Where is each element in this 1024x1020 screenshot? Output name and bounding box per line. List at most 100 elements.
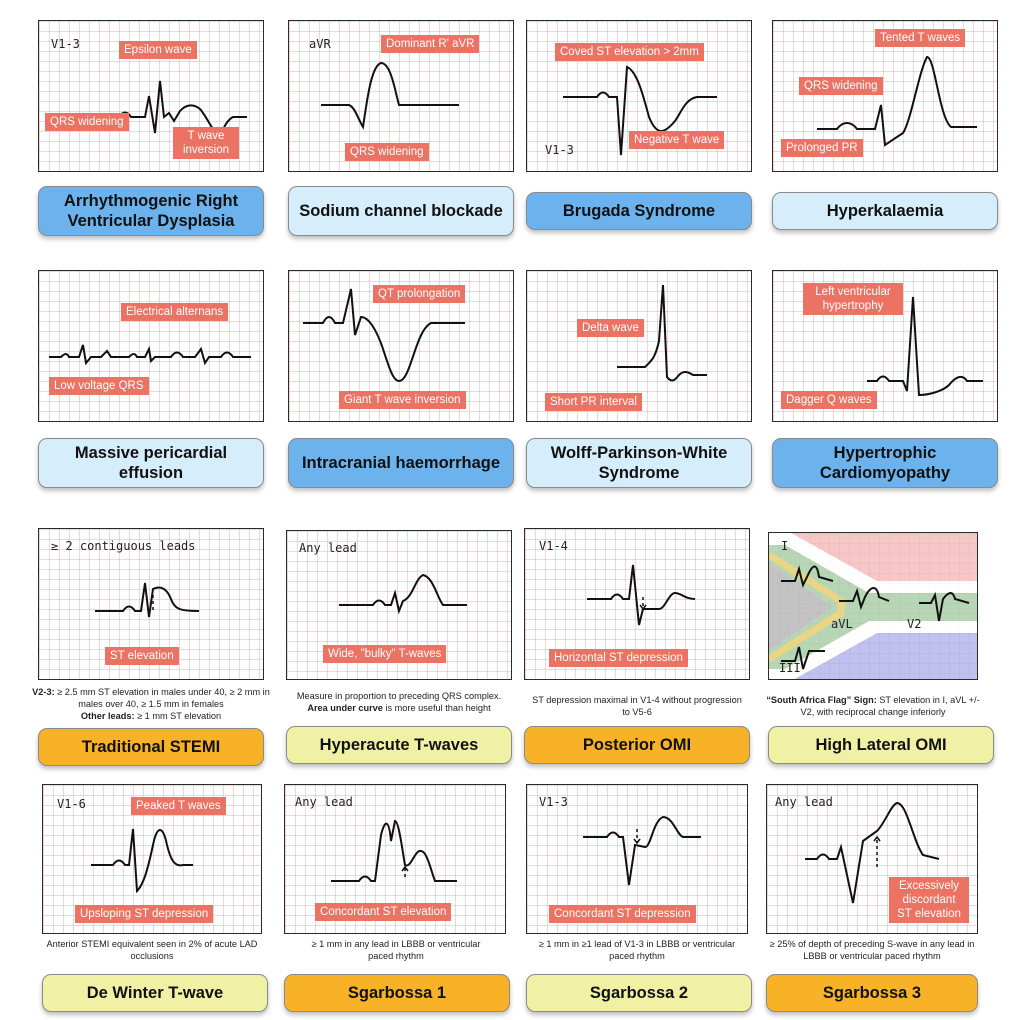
annotation-left-ventricular-hypertrophy: Left ventricular hypertrophy [803,283,903,315]
annotation-giant-t-wave-inversion: Giant T wave inversion [339,391,466,409]
ecg-panel: Any lead Concordant ST elevation [284,784,506,934]
note-text: ≥ 25% of depth of preceding S-wave in an… [769,939,975,961]
condition-title: Traditional STEMI [38,728,264,766]
lead-label: ≥ 2 contiguous leads [51,539,196,553]
condition-title: Hypertrophic Cardiomyopathy [772,438,998,488]
lead-label-avl: aVL [831,617,853,631]
condition-title: Intracranial haemorrhage [288,438,514,488]
condition-title: High Lateral OMI [768,726,994,764]
ecg-trace [49,344,251,366]
annotation-coved-st-elevation: Coved ST elevation > 2mm [555,43,704,61]
lead-label: V1-3 [51,37,80,51]
condition-title: Hyperacute T-waves [286,726,512,764]
ecg-trace [587,564,696,626]
lead-label-i: I [781,539,789,553]
ecg-trace [867,296,983,397]
ecg-panel: Any lead Excessively discordant ST eleva… [766,784,978,934]
annotation-low-voltage-qrs: Low voltage QRS [49,377,149,395]
annotation-electrical-alternans: Electrical alternans [121,303,229,321]
annotation-peaked-t-waves: Peaked T waves [131,797,226,815]
ecg-panel: I aVL V2 III [768,532,978,680]
ecg-panel: QT prolongation Giant T wave inversion [288,270,514,422]
annotation-delta-wave: Delta wave [577,319,644,337]
annotation-epsilon-wave: Epsilon wave [119,41,197,59]
south-africa-flag-illustration [769,533,977,679]
condition-title: Posterior OMI [524,726,750,764]
annotation-wide-bulky-t-waves: Wide, "bulky" T-waves [323,645,447,663]
annotation-qrs-widening: QRS widening [345,143,429,161]
criteria-note: “South Africa Flag” Sign: ST elevation i… [760,694,986,718]
ecg-trace [303,288,465,383]
ecg-panel: V1-6 Peaked T waves Upsloping ST depress… [42,784,262,934]
criteria-note: ST depression maximal in V1-4 without pr… [532,694,742,718]
ecg-trace [805,801,940,904]
annotation-qrs-widening: QRS widening [799,77,883,95]
annotation-upsloping-st-depression: Upsloping ST depression [75,905,214,923]
lead-label-iii: III [779,661,801,675]
annotation-dagger-q-waves: Dagger Q waves [781,391,877,409]
note-label: “South Africa Flag” Sign: [766,695,877,705]
condition-title: Brugada Syndrome [526,192,752,230]
condition-title: Sgarbossa 1 [284,974,510,1012]
note-text: ≥ 1 mm ST elevation [134,711,222,721]
annotation-concordant-st-elevation: Concordant ST elevation [315,903,452,921]
condition-title: Arrhythmogenic Right Ventricular Dysplas… [38,186,264,236]
note-label: V2-3: [32,687,55,697]
annotation-qt-prolongation: QT prolongation [373,285,466,303]
ecg-panel: ≥ 2 contiguous leads ST elevation [38,528,264,680]
lead-label: Any lead [295,795,353,809]
note-text: Anterior STEMI equivalent seen in 2% of … [46,939,258,961]
ecg-panel: V1-3 Coved ST elevation > 2mm Negative T… [526,20,752,172]
annotation-negative-t-wave: Negative T wave [629,131,725,149]
condition-title: Sgarbossa 3 [766,974,978,1012]
note-text: ≥ 1 mm in any lead in LBBB or ventricula… [311,939,481,961]
annotation-concordant-st-depression: Concordant ST depression [549,905,696,923]
ecg-trace [91,828,193,894]
lead-label: Any lead [775,795,833,809]
lead-label-v2: V2 [907,617,922,631]
ecg-trace [95,582,200,618]
note-text: ST depression maximal in V1-4 without pr… [532,695,742,717]
criteria-note: ≥ 1 mm in ≥1 lead of V1-3 in LBBB or ven… [530,938,744,962]
lead-label: V1-6 [57,797,86,811]
note-text: ≥ 1 mm in ≥1 lead of V1-3 in LBBB or ven… [538,939,736,961]
annotation-tented-t-waves: Tented T waves [875,29,966,47]
ecg-panel: aVR Dominant R' aVR QRS widening [288,20,514,172]
ecg-trace [321,61,459,130]
condition-title: De Winter T-wave [42,974,268,1012]
ecg-panel: Electrical alternans Low voltage QRS [38,270,264,422]
condition-title: Sgarbossa 2 [526,974,752,1012]
lead-label: aVR [309,37,331,51]
ecg-trace [563,65,717,156]
annotation-t-wave-inversion: T wave inversion [173,127,239,159]
condition-title: Wolff-Parkinson-White Syndrome [526,438,752,488]
criteria-note: Anterior STEMI equivalent seen in 2% of … [42,938,262,962]
note-text: ST elevation in I, aVL +/- V2, with reci… [800,695,980,717]
ecg-panel: V1-4 Horizontal ST depression [524,528,750,680]
ecg-trace [339,573,467,615]
ecg-panel: Delta wave Short PR interval [526,270,752,422]
condition-title: Sodium channel blockade [288,186,514,236]
ecg-panel: Tented T waves QRS widening Prolonged PR [772,20,998,172]
criteria-note: Measure in proportion to preceding QRS c… [272,690,526,714]
criteria-note: ≥ 1 mm in any lead in LBBB or ventricula… [308,938,484,962]
ecg-trace [331,819,457,882]
ecg-panel: V1-3 Concordant ST depression [526,784,748,934]
criteria-note: ≥ 25% of depth of preceding S-wave in an… [760,938,984,962]
criteria-note: V2-3: ≥ 2.5 mm ST elevation in males und… [24,686,278,722]
ecg-panel: V1-3 Epsilon wave QRS widening T wave in… [38,20,264,172]
note-text: Measure in proportion to preceding QRS c… [296,691,502,701]
note-text: is more useful than height [382,703,491,713]
annotation-excessively-discordant-st-elevation: Excessively discordant ST elevation [889,877,969,923]
note-label: Other leads: [80,711,135,721]
ecg-trace [583,815,701,886]
ecg-panel: Any lead Wide, "bulky" T-waves [286,530,512,680]
lead-label: Any lead [299,541,357,555]
annotation-prolonged-pr: Prolonged PR [781,139,863,157]
ecg-trace [617,284,707,382]
annotation-qrs-widening: QRS widening [45,113,129,131]
note-text: ≥ 2.5 mm ST elevation in males under 40,… [54,687,270,709]
condition-title: Massive pericardial effusion [38,438,264,488]
condition-title: Hyperkalaemia [772,192,998,230]
lead-label: V1-3 [539,795,568,809]
